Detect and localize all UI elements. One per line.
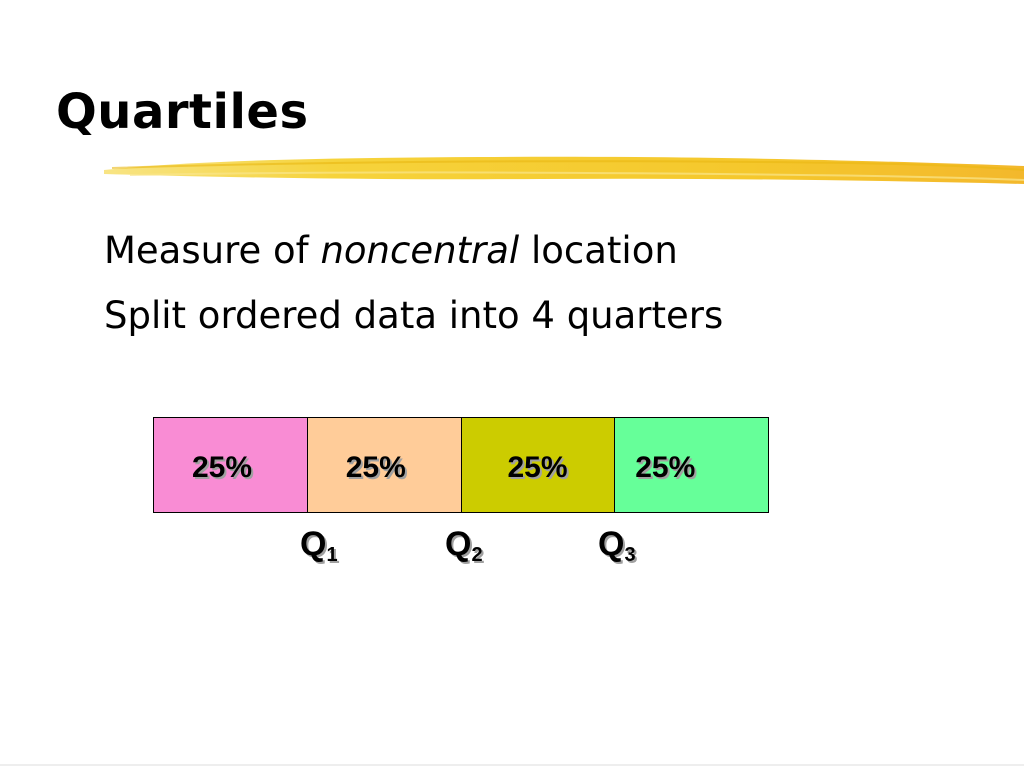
brushstroke-streak [129, 171, 1024, 181]
quartile-index: 1 [326, 544, 338, 566]
quartile-segment-4: 25% [615, 418, 768, 512]
brushstroke-streak [111, 160, 1024, 171]
quartile-marker-q3: Q3 [598, 524, 636, 566]
quartile-marker-q2: Q2 [445, 524, 483, 566]
bullet-item: Split ordered data into 4 quarters [104, 294, 724, 337]
quartile-letter: Q [300, 525, 327, 563]
segment-percent-label: 25% [635, 451, 696, 484]
quartile-segment-3: 25% [461, 418, 616, 512]
bullet-text: location [519, 229, 678, 272]
quartile-letter: Q [598, 525, 625, 563]
segment-percent-label: 25% [345, 451, 406, 484]
title-underline-brushstroke [104, 156, 1024, 184]
bullet-text: Measure of [104, 229, 321, 272]
quartile-marker-q1: Q1 [300, 524, 338, 566]
quartile-bar: 25% 25% 25% 25% [153, 417, 769, 513]
footer-divider [0, 764, 1024, 766]
quartile-segment-2: 25% [307, 418, 462, 512]
quartile-segment-1: 25% [154, 418, 308, 512]
quartile-letter: Q [445, 525, 472, 563]
bullet-item: Measure of noncentral location [104, 218, 723, 283]
segment-percent-label: 25% [507, 451, 568, 484]
emphasized-term: noncentral [320, 229, 520, 272]
bullet-list: Measure of noncentral location Split ord… [104, 218, 723, 348]
segment-percent-label: 25% [192, 451, 253, 484]
quartile-index: 3 [624, 544, 636, 566]
quartile-index: 2 [471, 544, 483, 566]
slide-title: Quartiles [56, 84, 309, 140]
